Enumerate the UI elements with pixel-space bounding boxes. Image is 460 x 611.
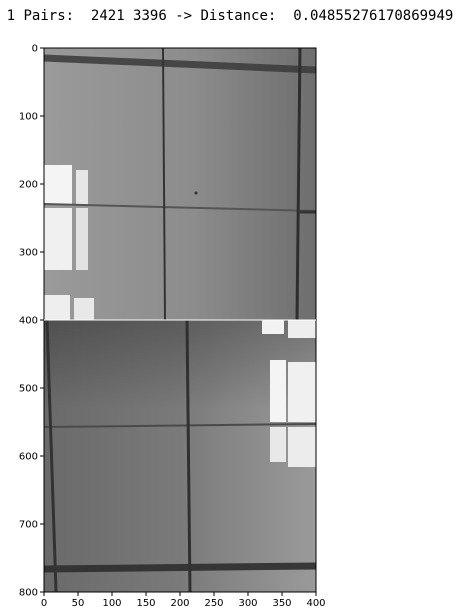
y-tick-label: 0 [32, 44, 38, 55]
x-tick-label: 400 [306, 598, 325, 609]
y-tick-label: 500 [19, 384, 38, 395]
x-tick-label: 300 [238, 598, 257, 609]
x-tick-label: 250 [204, 598, 223, 609]
x-axis: 0 50 100 150 200 250 300 350 400 [41, 592, 326, 609]
x-tick-label: 50 [72, 598, 85, 609]
y-tick-label: 300 [19, 248, 38, 259]
y-axis: 0 100 200 300 400 500 600 700 800 [19, 44, 44, 599]
y-tick-label: 100 [19, 112, 38, 123]
y-tick-label: 600 [19, 452, 38, 463]
x-tick-label: 0 [41, 598, 47, 609]
bottom-image [44, 320, 316, 592]
x-tick-label: 350 [272, 598, 291, 609]
top-image [44, 48, 316, 325]
x-tick-label: 200 [170, 598, 189, 609]
y-tick-label: 200 [19, 180, 38, 191]
y-tick-label: 400 [19, 316, 38, 327]
x-tick-label: 100 [102, 598, 121, 609]
x-tick-label: 150 [136, 598, 155, 609]
y-tick-label: 800 [19, 588, 38, 599]
y-tick-label: 700 [19, 520, 38, 531]
